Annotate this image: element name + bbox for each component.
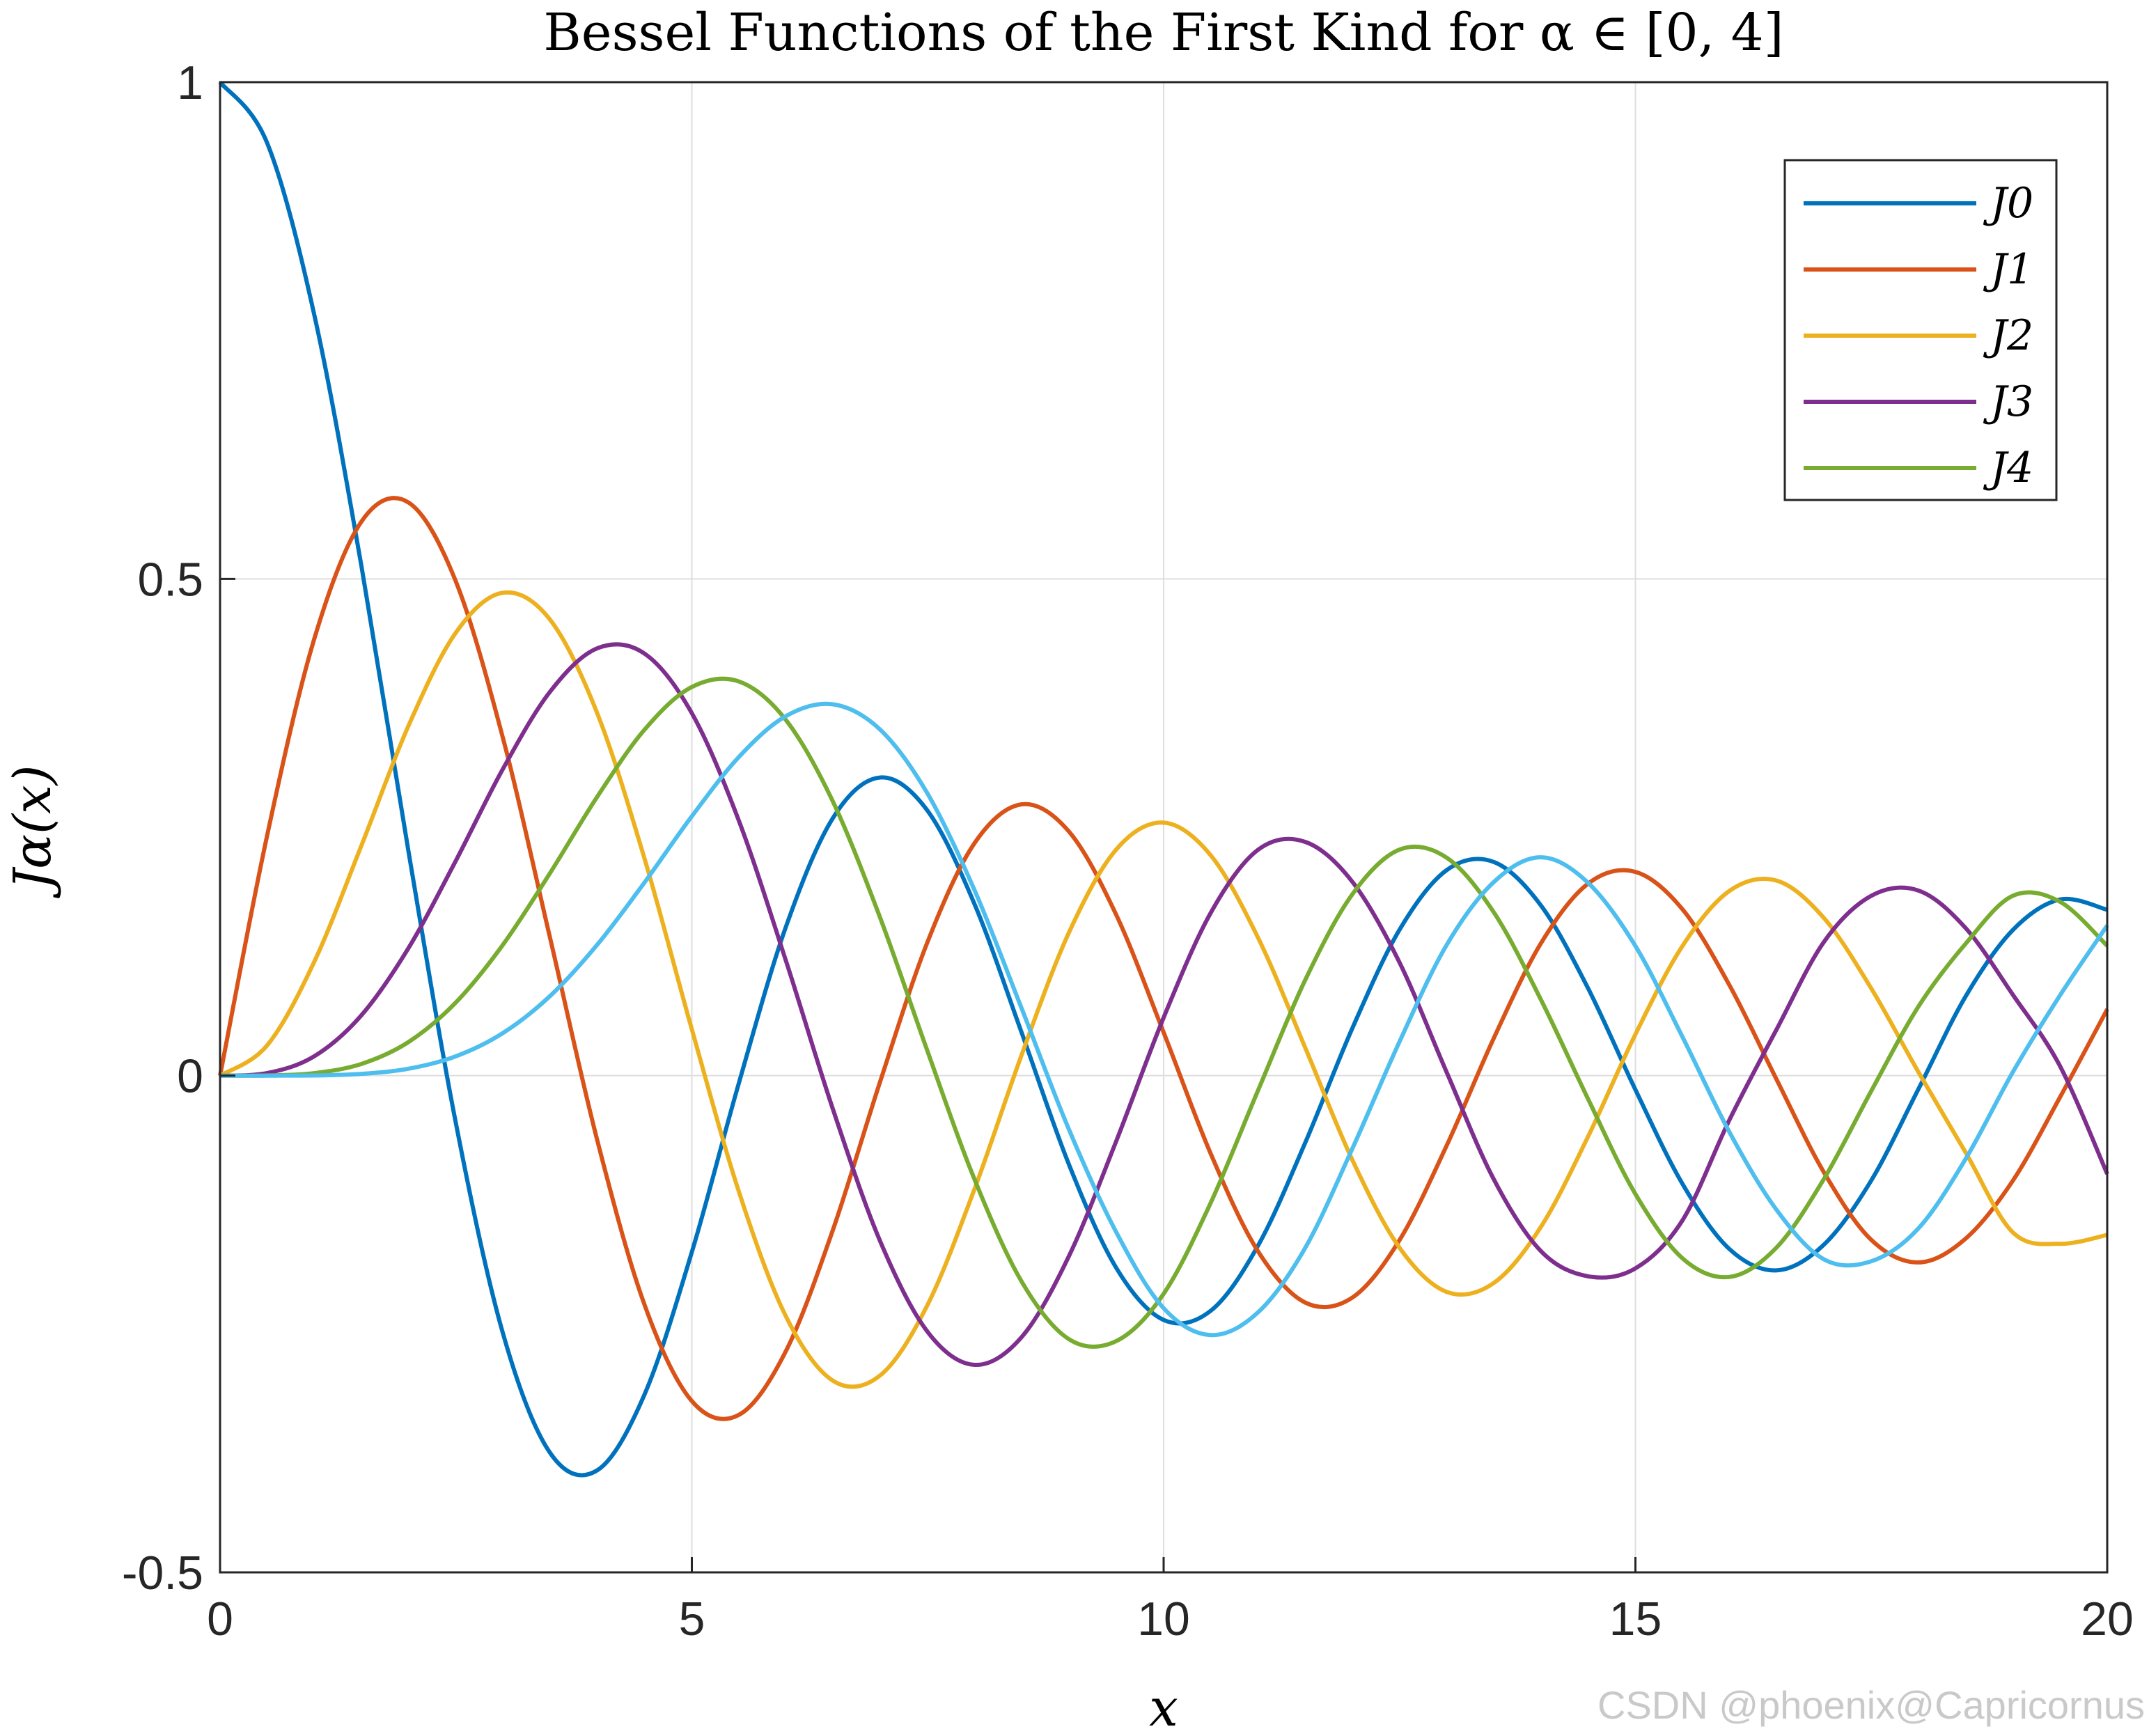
legend: J0 J1 J2 J3 J4 [1783,159,2058,501]
series-lines [218,81,2109,1478]
legend-box [1783,159,2058,501]
x-axis-label: x [1149,1678,1178,1736]
y-tick-label-1: 0 [177,1050,203,1103]
series-line-2 [219,590,2108,1389]
x-tick-label-1: 5 [679,1593,705,1645]
legend-label-0: J0 [1983,179,2033,228]
legend-label-3: J3 [1983,377,2033,426]
series-line-4 [219,676,2109,1349]
series-line-5 [220,701,2109,1338]
legend-items: J0 J1 J2 J3 J4 [1804,179,2033,492]
y-tick-label-3: 1 [177,56,203,109]
legend-label-4: J4 [1983,444,2033,492]
series-line-3 [219,642,2109,1368]
x-tick-label-2: 10 [1137,1593,1190,1645]
axis-ticks: 0 5 10 15 20-0.500.51 [122,56,2134,1645]
series-line-1 [218,496,2109,1421]
y-tick-label-2: 0.5 [137,553,203,606]
y-axis-label: Jα(x) [3,765,63,898]
x-tick-label-0: 0 [207,1593,233,1645]
watermark: CSDN @phoenix@Capricornus [1597,1683,2145,1727]
x-tick-label-4: 20 [2081,1593,2134,1645]
y-tick-label-0: -0.5 [122,1547,203,1600]
x-tick-label-3: 15 [1609,1593,1662,1645]
legend-label-1: J1 [1983,245,2033,294]
legend-label-2: J2 [1983,311,2033,360]
chart-title: Bessel Functions of the First Kind for α… [543,3,1783,63]
series-line-0 [218,81,2108,1478]
